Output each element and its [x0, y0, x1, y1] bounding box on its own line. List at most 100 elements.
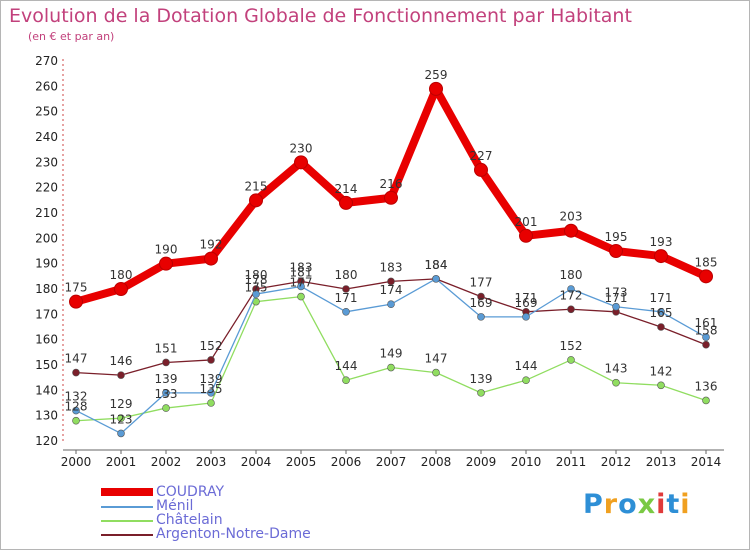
series-0-data-label: 180 — [110, 268, 133, 282]
series-0-data-label: 227 — [470, 149, 493, 163]
x-tick-label: 2000 — [61, 455, 92, 469]
series-2-data-label: 177 — [290, 276, 313, 290]
x-tick-label: 2012 — [601, 455, 632, 469]
series-0-data-label: 192 — [200, 238, 223, 252]
series-0-data-label: 175 — [65, 281, 88, 295]
series-1-point — [207, 389, 215, 397]
x-tick-label: 2004 — [241, 455, 272, 469]
series-1-data-label: 171 — [650, 291, 673, 305]
series-1-data-label: 132 — [65, 390, 88, 404]
y-tick-label: 260 — [35, 79, 58, 93]
series-1-data-label: 184 — [425, 258, 448, 272]
y-tick-label: 180 — [35, 282, 58, 296]
legend-swatch-coudray — [101, 488, 153, 496]
series-1-data-label: 174 — [380, 283, 403, 297]
chart-axes: 120 130 140 150 160 170 180 190 200 210 220 230 240 2… — [35, 54, 724, 469]
series-3-data-label: 165 — [650, 306, 673, 320]
chart-subtitle: (en € et par an) — [28, 30, 115, 43]
series-3-data-label: 180 — [245, 268, 268, 282]
series-2-data-label: 147 — [425, 352, 448, 366]
series-3-data-label: 180 — [335, 268, 358, 282]
series-2-point — [72, 416, 80, 425]
series-3-data-label: 184 — [425, 258, 448, 272]
series-3-data-label: 151 — [155, 341, 178, 355]
x-tick-label: 2006 — [331, 455, 362, 469]
series-2-point — [702, 396, 710, 405]
series-3-data-label: 147 — [65, 352, 88, 366]
x-tick-label: 2002 — [151, 455, 182, 469]
series-3-data-label: 158 — [695, 324, 718, 338]
series-0-point — [159, 256, 173, 271]
series-1-point — [342, 307, 350, 316]
y-tick-label: 190 — [35, 257, 58, 271]
series-1-point — [387, 300, 395, 309]
y-tick-label: 270 — [35, 54, 58, 68]
legend-label-argenton: Argenton-Notre-Dame — [156, 526, 311, 542]
series-2-data-label: 139 — [470, 372, 493, 386]
y-tick-label: 170 — [35, 307, 58, 321]
series-3-data-label: 146 — [110, 354, 133, 368]
series-1-data-label: 139 — [155, 372, 178, 386]
series-2-point — [207, 399, 215, 407]
series-2-data-label: 129 — [110, 397, 133, 411]
series-1-data-label: 173 — [605, 286, 628, 300]
y-tick-label: 120 — [35, 434, 58, 448]
series-0-point — [204, 251, 218, 266]
series-0-data-label: 259 — [425, 68, 448, 82]
series-0-point — [249, 193, 263, 208]
series-1-data-label: 181 — [290, 265, 313, 279]
series-1-point — [522, 313, 530, 321]
series-3-data-label: 183 — [380, 260, 403, 274]
x-tick-label: 2011 — [556, 455, 587, 469]
series-1-data-label: 180 — [560, 268, 583, 282]
series-1-point — [72, 406, 80, 415]
series-2-point — [162, 404, 170, 412]
series-0-data-label: 215 — [245, 179, 268, 193]
series-2-point — [297, 292, 305, 301]
series-3-point — [477, 292, 485, 301]
series-1-data-label: 161 — [695, 316, 718, 330]
series-0-point — [69, 294, 83, 309]
x-tick-label: 2013 — [646, 455, 677, 469]
series-2-data-label: 149 — [380, 347, 403, 361]
series-2-point — [477, 389, 485, 397]
series-2-data-label: 144 — [335, 359, 358, 373]
series-0-point — [654, 249, 668, 264]
series-2-point — [117, 414, 125, 423]
series-3-point — [702, 340, 710, 349]
series-0-data-label: 201 — [515, 215, 538, 229]
series-1-point — [297, 282, 305, 291]
y-tick-label: 230 — [35, 155, 58, 169]
series-0-point — [519, 228, 533, 243]
series-2-point — [342, 376, 350, 385]
series-2-data-label: 128 — [65, 400, 88, 414]
series-0-point — [699, 269, 713, 284]
series-3-data-label: 177 — [470, 276, 493, 290]
series-2-data-label: 135 — [200, 382, 223, 396]
series-1-point — [567, 285, 575, 293]
series-3-point — [207, 356, 215, 364]
legend-label-coudray: COUDRAY — [156, 484, 225, 500]
series-3-data-label: 171 — [515, 291, 538, 305]
series-0-data-label: 203 — [560, 210, 583, 224]
series-2-data-label: 136 — [695, 379, 718, 393]
series-3-point — [117, 371, 125, 379]
series-1-data-label: 171 — [335, 291, 358, 305]
x-tick-label: 2009 — [466, 455, 497, 469]
series-2-data-label: 143 — [605, 362, 628, 376]
series-3-data-label: 172 — [560, 288, 583, 302]
series-1-data-label: 139 — [200, 372, 223, 386]
series-0-point — [429, 81, 443, 96]
series-3-point — [387, 277, 395, 286]
series-0-data-label: 230 — [290, 141, 313, 155]
series-2-point — [612, 378, 620, 387]
y-tick-label: 250 — [35, 105, 58, 119]
series-2-data-label: 144 — [515, 359, 538, 373]
series-3-data-label: 171 — [605, 291, 628, 305]
x-tick-label: 2001 — [106, 455, 137, 469]
series-0-data-label: 185 — [695, 255, 718, 269]
x-tick-label: 2008 — [421, 455, 452, 469]
series-2-data-label: 152 — [560, 339, 583, 353]
